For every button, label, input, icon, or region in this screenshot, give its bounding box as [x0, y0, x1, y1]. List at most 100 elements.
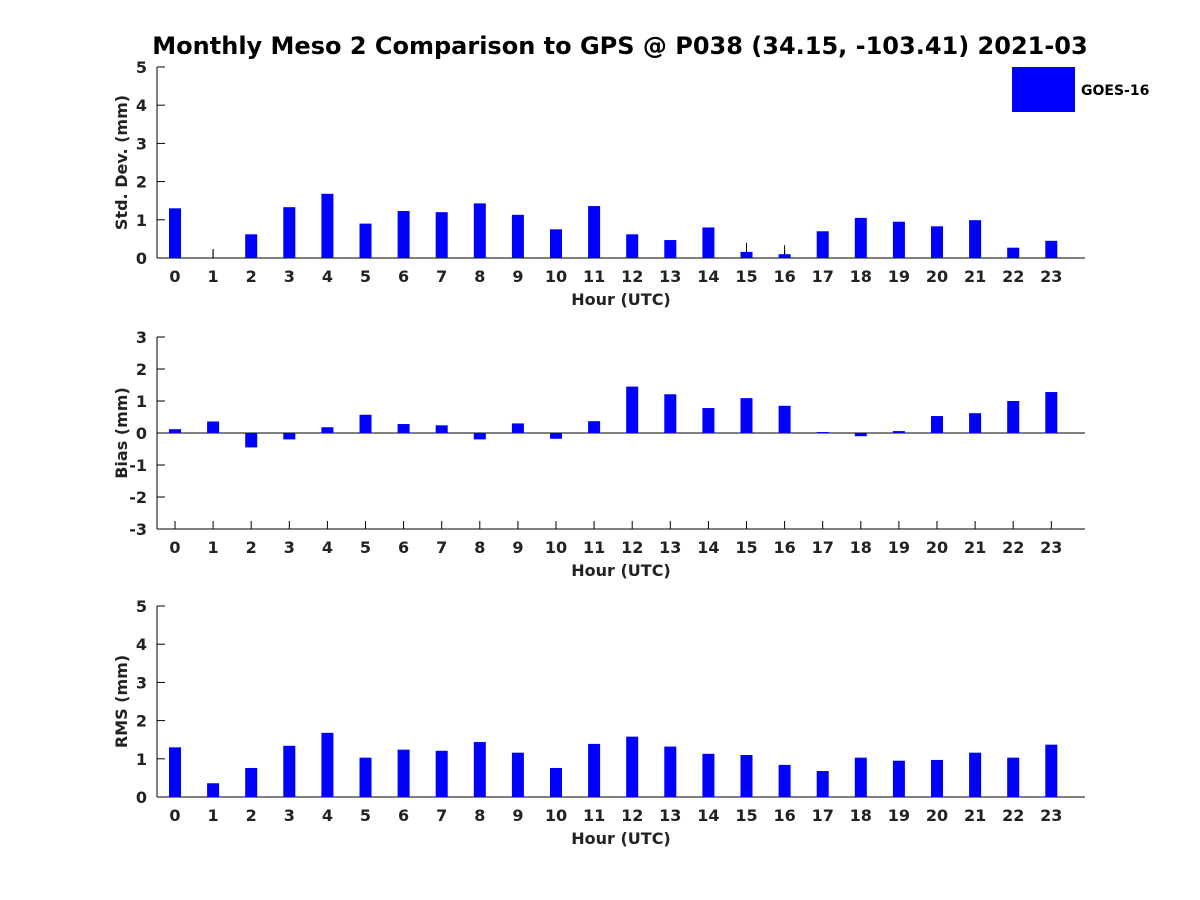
x-tick-label: 6	[398, 538, 409, 557]
bar	[588, 421, 601, 433]
x-tick-label: 15	[735, 538, 757, 557]
x-tick-label: 4	[322, 806, 333, 825]
bar	[854, 217, 867, 258]
x-axis-label: Hour (UTC)	[571, 829, 671, 848]
x-tick-label: 22	[1002, 806, 1024, 825]
x-tick-label: 3	[284, 806, 295, 825]
x-tick-label: 19	[888, 538, 910, 557]
x-tick-label: 16	[773, 806, 795, 825]
x-tick-label: 15	[735, 806, 757, 825]
x-tick-label: 2	[246, 538, 257, 557]
y-tick-label: -1	[129, 456, 147, 475]
bar	[245, 234, 258, 258]
y-tick-label: 1	[136, 750, 147, 769]
x-tick-label: 13	[659, 267, 681, 286]
x-tick-label: 7	[436, 806, 447, 825]
x-tick-label: 23	[1040, 538, 1062, 557]
x-tick-label: 3	[284, 538, 295, 557]
bar	[397, 211, 410, 258]
x-tick-label: 12	[621, 267, 643, 286]
x-tick-label: 9	[512, 806, 523, 825]
x-axis-label: Hour (UTC)	[571, 561, 671, 580]
bar	[892, 760, 905, 797]
bar	[626, 736, 639, 797]
x-tick-label: 0	[169, 538, 180, 557]
bar	[321, 732, 334, 797]
x-tick-label: 9	[512, 267, 523, 286]
bar	[359, 223, 372, 258]
y-tick-label: 0	[136, 249, 147, 268]
y-tick-label: -2	[129, 488, 147, 507]
x-tick-label: 21	[964, 267, 986, 286]
bar	[397, 424, 410, 433]
bar	[816, 432, 829, 433]
x-tick-label: 19	[888, 806, 910, 825]
y-axis-label: Bias (mm)	[112, 387, 131, 479]
x-tick-label: 13	[659, 806, 681, 825]
x-axis-label: Hour (UTC)	[571, 290, 671, 309]
bar	[169, 429, 181, 433]
bar	[550, 767, 562, 797]
y-tick-label: 2	[136, 173, 147, 192]
bar	[473, 741, 486, 797]
x-tick-label: 14	[697, 538, 719, 557]
x-tick-label: 22	[1002, 267, 1024, 286]
bar	[550, 433, 562, 439]
bar	[283, 745, 296, 797]
y-tick-label: -3	[129, 520, 147, 539]
y-tick-label: 0	[136, 424, 147, 443]
bar	[892, 431, 905, 433]
bar	[892, 221, 905, 258]
x-tick-label: 20	[926, 538, 948, 557]
x-tick-label: 8	[474, 267, 485, 286]
x-tick-label: 21	[964, 538, 986, 557]
x-tick-label: 7	[436, 538, 447, 557]
bar	[969, 413, 982, 433]
bar	[626, 386, 639, 433]
bar	[816, 231, 829, 258]
x-tick-label: 10	[545, 267, 567, 286]
y-tick-label: 4	[136, 635, 147, 654]
bar	[207, 783, 220, 797]
x-tick-label: 17	[812, 267, 834, 286]
x-tick-label: 2	[246, 267, 257, 286]
bar	[473, 433, 486, 440]
bar	[359, 414, 372, 433]
chart-title: Monthly Meso 2 Comparison to GPS @ P038 …	[152, 32, 1087, 60]
bar	[778, 764, 791, 797]
bar	[626, 234, 639, 258]
x-tick-label: 2	[246, 806, 257, 825]
bar	[207, 421, 220, 433]
bar	[664, 240, 677, 258]
bar	[397, 749, 410, 797]
x-tick-label: 6	[398, 806, 409, 825]
bar	[931, 759, 943, 797]
x-tick-label: 20	[926, 267, 948, 286]
y-tick-label: 1	[136, 392, 147, 411]
x-tick-label: 3	[284, 267, 295, 286]
x-tick-label: 12	[621, 806, 643, 825]
legend-swatch	[1012, 67, 1075, 112]
bar	[169, 747, 181, 797]
x-tick-label: 23	[1040, 267, 1062, 286]
bar	[854, 757, 867, 797]
bar	[435, 750, 448, 797]
x-tick-label: 22	[1002, 538, 1024, 557]
bar	[778, 405, 791, 433]
x-tick-label: 7	[436, 267, 447, 286]
x-tick-label: 0	[169, 806, 180, 825]
x-tick-label: 13	[659, 538, 681, 557]
bar	[283, 433, 296, 440]
x-tick-label: 11	[583, 806, 605, 825]
x-tick-label: 17	[812, 538, 834, 557]
x-tick-label: 19	[888, 267, 910, 286]
x-tick-label: 1	[208, 538, 219, 557]
x-tick-label: 14	[697, 267, 719, 286]
bar	[473, 203, 486, 258]
y-tick-label: 2	[136, 712, 147, 731]
bar	[778, 254, 791, 258]
x-tick-label: 16	[773, 267, 795, 286]
